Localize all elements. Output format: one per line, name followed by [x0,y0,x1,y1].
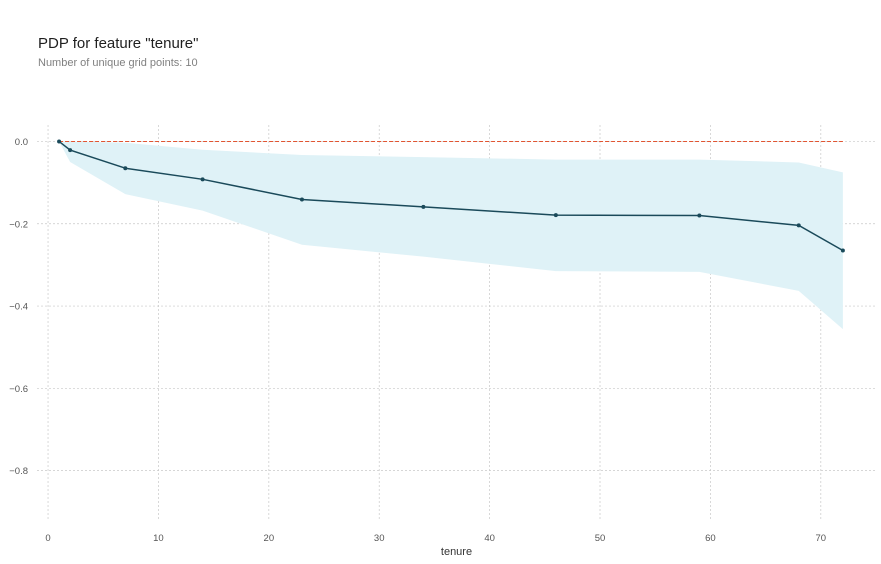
chart-title: PDP for feature "tenure" [38,35,199,52]
x-tick-label: 0 [45,533,50,544]
data-point [57,139,62,144]
data-point [796,223,801,228]
y-tick-labels: 0.0 −0.2 −0.4 −0.6 −0.8 [9,137,28,477]
y-tick-label: −0.8 [9,466,28,477]
data-point [697,213,702,218]
pdp-line [58,140,844,252]
chart-subtitle: Number of unique grid points: 10 [38,57,198,69]
data-point [123,166,128,171]
y-tick-label: −0.2 [9,219,28,230]
x-axis-label: tenure [441,546,472,558]
x-tick-label: 70 [816,533,827,544]
data-point [299,197,304,202]
data-point [421,204,426,209]
y-tick-label: −0.4 [9,302,28,313]
x-tick-label: 50 [595,533,606,544]
y-tick-label: 0.0 [15,137,28,148]
x-tick-label: 10 [153,533,164,544]
x-tick-label: 20 [264,533,275,544]
confidence-band [59,141,843,330]
pdp-points [57,139,845,253]
data-point [553,213,558,218]
data-point [840,248,845,253]
y-tick-label: −0.6 [9,384,28,395]
x-tick-label: 30 [374,533,385,544]
x-tick-labels: 0 10 20 30 40 50 60 70 [45,533,826,544]
x-tick-label: 40 [484,533,495,544]
x-tick-label: 60 [705,533,716,544]
data-point [200,177,205,182]
data-point [68,148,73,153]
